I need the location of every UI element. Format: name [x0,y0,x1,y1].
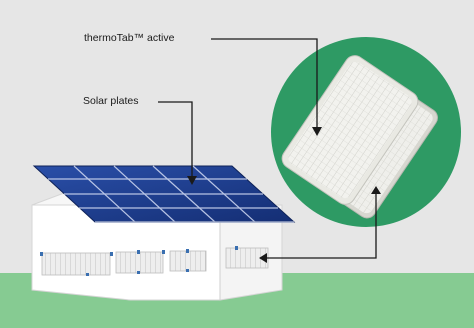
wall-thermotabs [40,246,269,276]
solar-panel-icon [32,165,296,223]
thermotab-pad-icon [281,55,438,219]
thermotab-label: thermoTab™ active [84,32,175,44]
callout-arrowheads [187,127,381,263]
callout-lines [158,38,377,259]
solar-plates-label: Solar plates [83,95,139,107]
